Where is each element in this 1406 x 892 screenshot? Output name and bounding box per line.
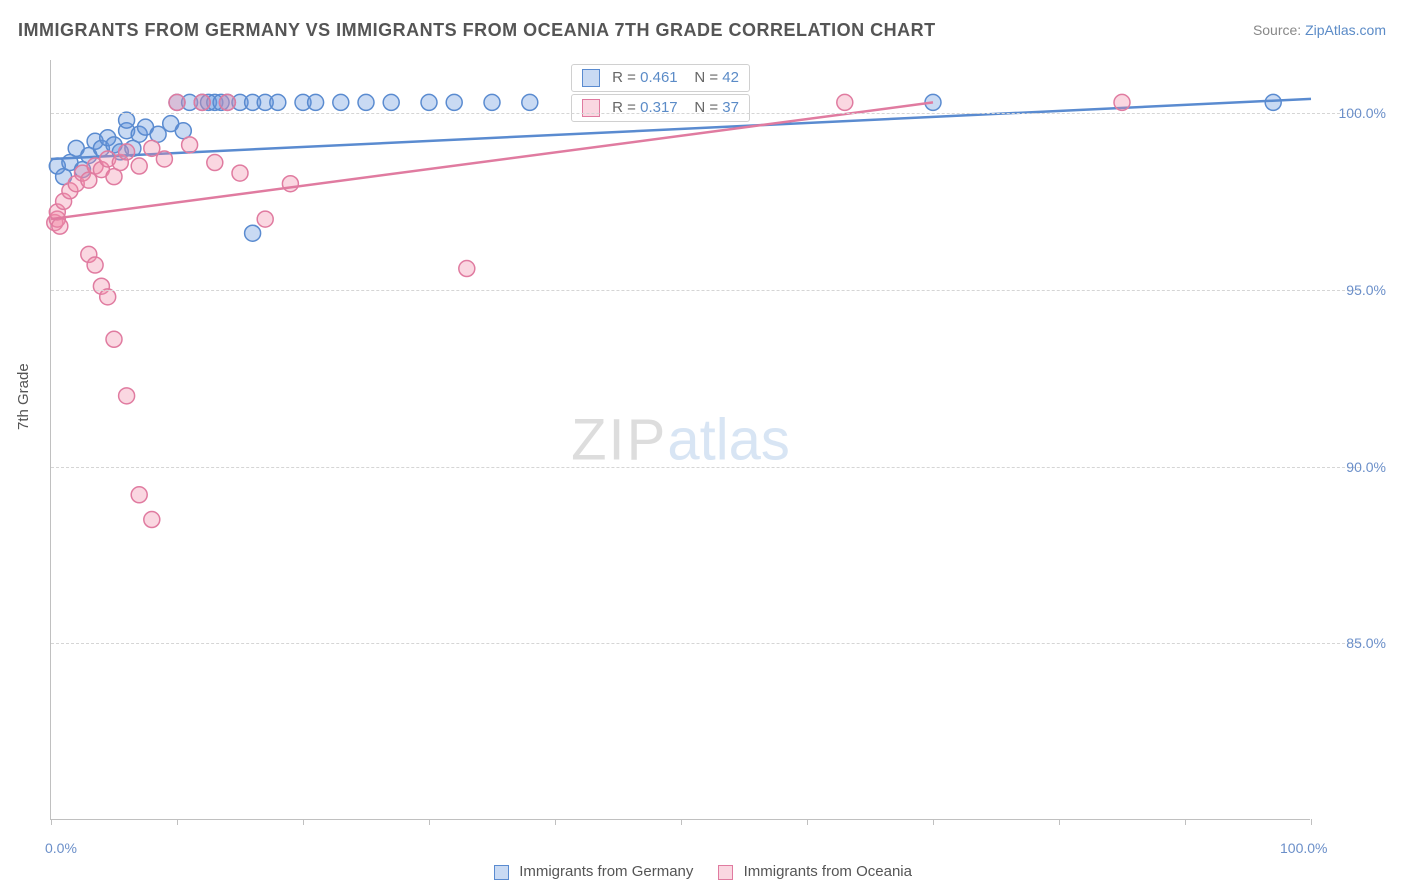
x-axis-legend: Immigrants from Germany Immigrants from … [0,863,1406,880]
gridline [51,467,1360,468]
point-oceania [52,218,68,234]
gridline [51,290,1360,291]
trendline-oceania [51,102,933,219]
stats-oceania: R = 0.317 N = 37 [571,94,750,122]
legend-oceania-label: Immigrants from Oceania [744,863,912,880]
point-oceania [119,388,135,404]
point-oceania [106,331,122,347]
point-germany [421,94,437,110]
point-oceania [182,137,198,153]
gridline [51,643,1360,644]
stats-germany-swatch [582,69,600,87]
point-oceania [169,94,185,110]
x-tick-label: 0.0% [45,840,77,856]
chart-plot-area: ZIPatlas R = 0.461 N = 42 R = 0.317 N = … [50,60,1310,820]
point-oceania [131,158,147,174]
x-tick-label: 100.0% [1280,840,1327,856]
y-tick-label: 90.0% [1346,459,1386,475]
point-germany [308,94,324,110]
point-oceania [207,155,223,171]
point-oceania [144,512,160,528]
x-tick [681,819,682,825]
x-tick [303,819,304,825]
point-oceania [100,289,116,305]
point-oceania [194,94,210,110]
point-germany [1265,94,1281,110]
point-oceania [1114,94,1130,110]
x-tick [429,819,430,825]
point-oceania [257,211,273,227]
scatter-svg [51,60,1311,820]
stats-n-label: N = [694,69,718,86]
point-oceania [837,94,853,110]
y-tick-label: 85.0% [1346,635,1386,651]
x-tick [1311,819,1312,825]
point-germany [245,225,261,241]
y-tick-label: 100.0% [1339,105,1386,121]
stats-germany-n: 42 [722,69,739,86]
point-germany [119,112,135,128]
point-germany [484,94,500,110]
y-tick-label: 95.0% [1346,282,1386,298]
point-oceania [119,144,135,160]
x-tick [807,819,808,825]
stats-germany: R = 0.461 N = 42 [571,64,750,92]
x-tick [51,819,52,825]
point-germany [383,94,399,110]
point-oceania [232,165,248,181]
point-oceania [459,261,475,277]
x-tick [1185,819,1186,825]
point-germany [270,94,286,110]
stats-r-label: R = [612,69,636,86]
point-germany [333,94,349,110]
legend-oceania-swatch [718,865,733,880]
point-germany [358,94,374,110]
source-prefix: Source: [1253,22,1305,38]
point-germany [522,94,538,110]
source-attribution: Source: ZipAtlas.com [1253,22,1386,38]
point-oceania [87,257,103,273]
stats-germany-r: 0.461 [640,69,678,86]
legend-germany-label: Immigrants from Germany [519,863,693,880]
x-tick [177,819,178,825]
y-axis-label: 7th Grade [15,363,32,430]
point-oceania [219,94,235,110]
x-tick [1059,819,1060,825]
legend-germany-swatch [494,865,509,880]
gridline [51,113,1360,114]
chart-title: IMMIGRANTS FROM GERMANY VS IMMIGRANTS FR… [18,20,936,41]
point-oceania [131,487,147,503]
stats-oceania-swatch [582,99,600,117]
source-link[interactable]: ZipAtlas.com [1305,22,1386,38]
x-tick [555,819,556,825]
point-oceania [156,151,172,167]
point-germany [446,94,462,110]
x-tick [933,819,934,825]
